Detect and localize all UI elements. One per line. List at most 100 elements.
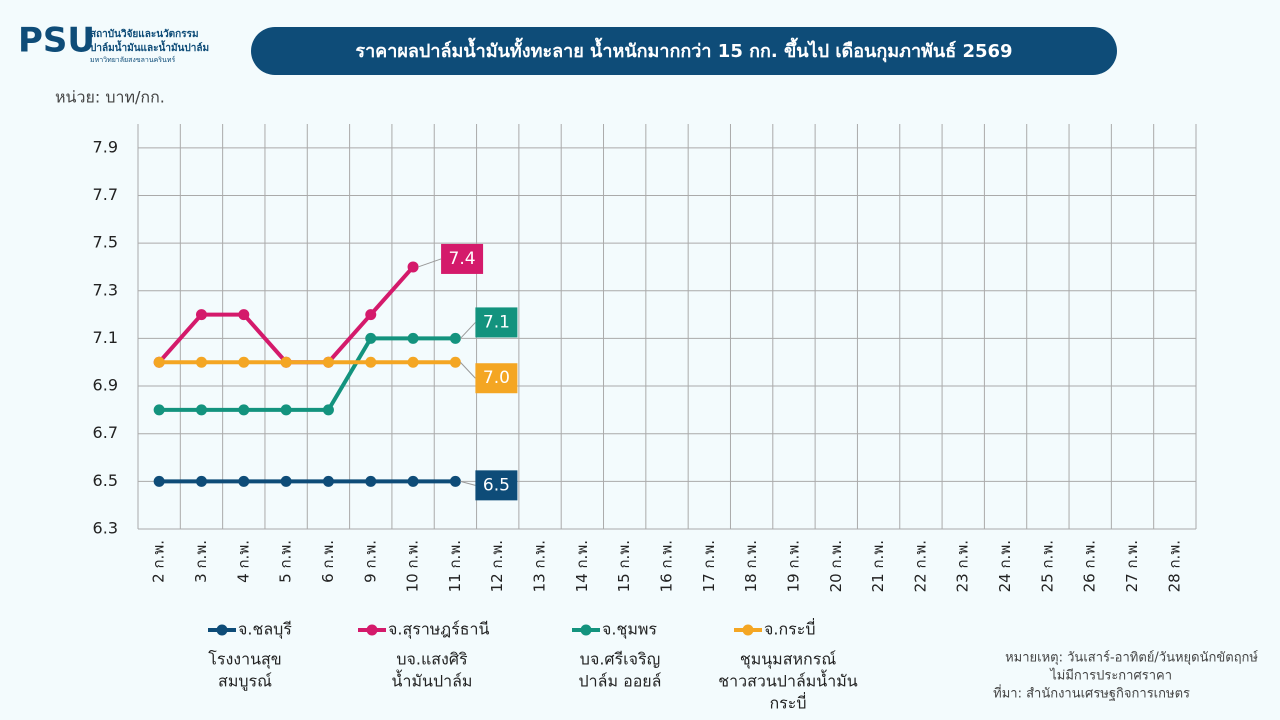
point	[365, 475, 377, 487]
note: ที่มา: สำนักงานเศรษฐกิจการเกษตร	[993, 685, 1190, 702]
point	[365, 356, 377, 368]
legend-label: จ.ชลบุรี	[238, 620, 292, 640]
point	[407, 261, 419, 273]
point	[238, 475, 250, 487]
x-tick-label: 22 ก.พ.	[911, 540, 929, 592]
y-tick-label: 7.9	[93, 137, 118, 156]
point	[153, 475, 165, 487]
org-line: ปาล์มน้ำมันและน้ำมันปาล์ม	[90, 40, 209, 54]
x-tick-label: 21 ก.พ.	[869, 540, 887, 592]
legend-label: จ.ชุมพร	[602, 620, 657, 640]
leader-line	[417, 258, 442, 268]
point	[280, 404, 292, 416]
point	[195, 356, 207, 368]
value-label: 7.4	[449, 249, 476, 269]
legend-source: บจ.ศรีเจริญ	[580, 650, 660, 669]
legend-source: ชุมนุมสหกรณ์	[740, 650, 836, 670]
point	[153, 356, 165, 368]
point	[449, 475, 461, 487]
legend-dot	[366, 624, 378, 636]
label-box	[475, 307, 518, 338]
y-tick-label: 7.1	[93, 328, 118, 347]
legend-source: สมบูรณ์	[218, 672, 272, 692]
point	[322, 475, 334, 487]
y-tick-label: 6.7	[93, 423, 118, 442]
org-line: มหาวิทยาลัยสงขลานครินทร์	[90, 56, 175, 64]
x-tick-label: 2 ก.พ.	[150, 540, 168, 583]
x-tick-label: 17 ก.พ.	[700, 540, 718, 592]
x-tick-label: 19 ก.พ.	[784, 540, 802, 592]
legend-label: จ.สุราษฎร์ธานี	[388, 620, 489, 640]
x-tick-label: 10 ก.พ.	[404, 540, 422, 592]
label-box	[475, 363, 518, 394]
y-tick-label: 6.5	[93, 471, 118, 490]
x-tick-label: 4 ก.พ.	[234, 540, 252, 583]
point	[322, 404, 334, 416]
x-tick-label: 5 ก.พ.	[277, 540, 295, 583]
legend-source: น้ำมันปาล์ม	[392, 670, 473, 691]
leader-line	[460, 361, 476, 379]
x-tick-label: 23 ก.พ.	[954, 540, 972, 592]
legend-label: จ.กระบี่	[764, 618, 816, 639]
label-box	[475, 470, 518, 501]
x-tick-label: 16 ก.พ.	[658, 540, 676, 592]
y-tick-label: 7.3	[93, 280, 118, 299]
leader-line	[460, 322, 476, 339]
y-tick-label: 6.9	[93, 376, 118, 395]
point	[195, 404, 207, 416]
x-tick-label: 3 ก.พ.	[192, 540, 210, 583]
point	[280, 475, 292, 487]
note: ไม่มีการประกาศราคา	[1049, 668, 1172, 684]
y-tick-label: 7.5	[93, 233, 118, 252]
x-tick-label: 20 ก.พ.	[827, 540, 845, 592]
note: หมายเหตุ: วันเสาร์-อาทิตย์/วันหยุดนักขัต…	[1005, 650, 1258, 666]
legend-dot	[580, 624, 592, 636]
x-tick-label: 11 ก.พ.	[446, 540, 464, 592]
x-tick-label: 12 ก.พ.	[488, 540, 506, 592]
legend-dot	[742, 624, 754, 636]
point	[407, 356, 419, 368]
x-tick-label: 13 ก.พ.	[531, 540, 549, 592]
x-tick-label: 25 ก.พ.	[1038, 540, 1056, 592]
legend-source: ชาวสวนปาล์มน้ำมัน	[718, 670, 857, 691]
legend-source: กระบี่	[769, 692, 806, 713]
legend-dot	[216, 624, 228, 636]
unit-label: หน่วย: บาท/กก.	[55, 88, 165, 107]
point	[449, 356, 461, 368]
x-tick-label: 6 ก.พ.	[319, 540, 337, 583]
title-bar	[251, 27, 1117, 75]
org-line: สถาบันวิจัยและนวัตกรรม	[90, 28, 199, 40]
x-tick-label: 14 ก.พ.	[573, 540, 591, 592]
point	[365, 309, 377, 321]
series-line	[159, 336, 456, 412]
x-tick-label: 18 ก.พ.	[742, 540, 760, 592]
value-label: 7.0	[483, 368, 510, 388]
leader-line	[460, 480, 476, 486]
point	[365, 332, 377, 344]
legend-source: บจ.แสงศิริ	[396, 650, 468, 669]
value-label: 7.1	[483, 312, 510, 332]
point	[407, 475, 419, 487]
point	[195, 475, 207, 487]
point	[238, 356, 250, 368]
x-tick-label: 26 ก.พ.	[1081, 540, 1099, 592]
chart-title: ราคาผลปาล์มน้ำมันทั้งทะลาย น้ำหนักมากกว่…	[355, 37, 1012, 63]
x-tick-label: 15 ก.พ.	[615, 540, 633, 592]
point	[238, 309, 250, 321]
label-box	[441, 243, 484, 274]
x-tick-label: 24 ก.พ.	[996, 540, 1014, 592]
point	[238, 404, 250, 416]
legend-source: โรงงานสุข	[208, 650, 281, 670]
x-tick-label: 9 ก.พ.	[361, 540, 379, 583]
y-tick-label: 6.3	[93, 519, 118, 538]
x-tick-label: 28 ก.พ.	[1165, 540, 1183, 592]
point	[322, 356, 334, 368]
y-tick-label: 7.7	[93, 185, 118, 204]
point	[407, 332, 419, 344]
point	[153, 404, 165, 416]
point	[280, 356, 292, 368]
point	[195, 309, 207, 321]
point	[449, 332, 461, 344]
value-label: 6.5	[483, 475, 510, 495]
